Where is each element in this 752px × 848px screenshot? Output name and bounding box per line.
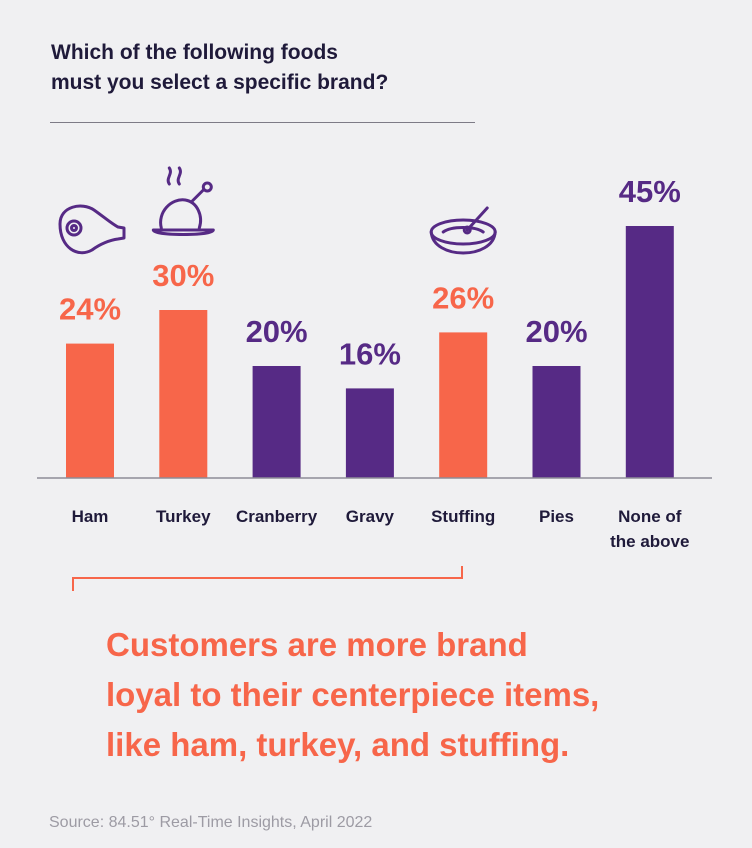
source-note: Source: 84.51° Real-Time Insights, April… bbox=[49, 814, 373, 831]
category-label: Pies bbox=[539, 507, 574, 526]
category-label: None of bbox=[618, 507, 682, 526]
stuffing-bowl-icon bbox=[429, 206, 497, 255]
chart-title-line-1: Which of the following foods bbox=[51, 41, 338, 64]
bar-chart: 24% Ham 30% Turkey 20% Cranberry 16% Gravy 26% St… bbox=[37, 166, 712, 551]
bar-none-of-the-above bbox=[625, 226, 674, 478]
bar-cranberry bbox=[252, 366, 301, 478]
value-label: 30% bbox=[152, 258, 214, 293]
title-divider bbox=[50, 122, 475, 123]
value-label: 45% bbox=[619, 174, 681, 209]
value-label: 20% bbox=[246, 314, 308, 349]
callout-text: Customers are more brand loyal to their … bbox=[106, 620, 726, 770]
bar-stuffing bbox=[439, 332, 488, 478]
bar-gravy bbox=[345, 388, 394, 478]
chart-title: Which of the following foods must you se… bbox=[51, 38, 491, 98]
value-label: 20% bbox=[525, 314, 587, 349]
bar-turkey bbox=[159, 310, 208, 478]
category-label: Gravy bbox=[346, 507, 395, 526]
callout-bracket bbox=[72, 566, 463, 591]
value-label: 16% bbox=[339, 336, 401, 371]
ham-icon bbox=[58, 204, 126, 255]
bar-ham bbox=[66, 343, 114, 478]
category-label: Turkey bbox=[156, 507, 211, 526]
turkey-icon bbox=[151, 166, 215, 236]
callout-line-3: like ham, turkey, and stuffing. bbox=[106, 726, 570, 763]
callout-line-1: Customers are more brand bbox=[106, 626, 528, 663]
value-label: 26% bbox=[432, 280, 494, 315]
category-label: Ham bbox=[72, 507, 109, 526]
category-label: Stuffing bbox=[431, 507, 495, 526]
bar-pies bbox=[532, 366, 581, 478]
category-label: the above bbox=[610, 532, 689, 551]
callout-line-2: loyal to their centerpiece items, bbox=[106, 676, 600, 713]
value-label: 24% bbox=[59, 292, 121, 327]
category-label: Cranberry bbox=[236, 507, 318, 526]
chart-title-line-2: must you select a specific brand? bbox=[51, 71, 389, 94]
